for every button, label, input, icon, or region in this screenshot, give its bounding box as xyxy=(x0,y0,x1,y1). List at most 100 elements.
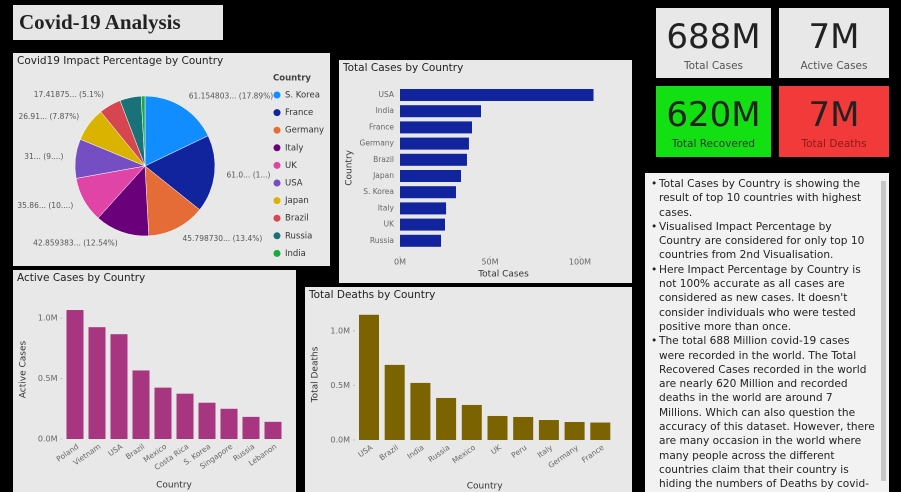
chart: Active Cases by Country0.0M0.5M1.0MPolan… xyxy=(17,272,282,491)
kpi-label: Total Recovered xyxy=(671,138,756,150)
x-tick-label: Brazil xyxy=(378,443,400,462)
y-axis-title: Active Cases xyxy=(19,340,29,398)
y-tick-label: 0.0M xyxy=(330,436,350,445)
bar xyxy=(400,153,467,166)
x-tick-label: Russia xyxy=(426,443,451,464)
kpi-value: 620M xyxy=(666,95,761,135)
note-item: Total Cases by Country is showing the re… xyxy=(651,177,875,220)
y-tick-label: 0.0M xyxy=(38,435,58,444)
data-label: 42.859383... (12.54%) xyxy=(33,238,118,247)
y-tick-label: UK xyxy=(384,220,395,229)
x-tick-label: France xyxy=(580,443,606,465)
bar xyxy=(359,314,379,440)
chart-panel: Total Deaths by Country 0.0M 0.5M 1.0M USA Br… xyxy=(305,287,632,492)
chart: Total Deaths by Country 0.0M 0.5M 1.0M USA Br… xyxy=(308,289,611,492)
legend-label: India xyxy=(285,249,306,259)
chart: Total Cases by Country 0M 50M 100M USA India F… xyxy=(342,62,594,280)
x-tick-label: Peru xyxy=(510,443,529,460)
bar xyxy=(461,404,482,440)
legend-marker xyxy=(273,144,281,152)
data-label: 17.41875... (5.1%) xyxy=(34,90,104,99)
chart-title: Covid19 Impact Percentage by Country xyxy=(17,55,223,67)
data-label: 61.0... (1...) xyxy=(226,170,270,179)
bar xyxy=(400,186,456,199)
bar xyxy=(66,310,84,439)
note-item: The total 688 Million covid-19 cases wer… xyxy=(651,334,875,492)
y-axis-title: Total Deaths xyxy=(311,346,321,403)
bar xyxy=(88,327,106,439)
bar xyxy=(176,393,194,439)
kpi-value: 7M xyxy=(808,17,860,57)
legend-marker xyxy=(273,161,281,169)
bar xyxy=(400,218,445,231)
legend-marker xyxy=(273,91,281,99)
legend-label: Japan xyxy=(284,196,309,206)
bar xyxy=(110,334,128,439)
legend-marker xyxy=(273,249,281,257)
y-tick-label: 1.0M xyxy=(330,326,350,335)
bar xyxy=(132,370,150,439)
legend-label: Brazil xyxy=(285,214,309,224)
bar xyxy=(590,422,611,440)
x-tick-label: UK xyxy=(489,442,504,456)
x-tick-label: 0M xyxy=(394,258,406,267)
bar xyxy=(513,416,534,440)
pie-slice xyxy=(140,95,146,167)
legend-label: Germany xyxy=(285,126,324,136)
x-tick-label: India xyxy=(405,443,425,461)
kpi-card: 688M Total Cases xyxy=(656,8,771,78)
chart-panel: Covid19 Impact Percentage by Country 61.1… xyxy=(13,53,330,266)
y-tick-label: 1.0M xyxy=(38,314,58,323)
legend-label: Italy xyxy=(285,143,303,153)
dashboard-title: Covid-19 Analysis xyxy=(13,5,223,40)
chart-title: Total Deaths by Country xyxy=(308,289,435,301)
kpi-label: Total Cases xyxy=(683,60,744,72)
chart-title: Active Cases by Country xyxy=(17,272,145,284)
y-tick-label: 0.5M xyxy=(38,374,58,383)
x-tick-label: USA xyxy=(356,442,375,459)
y-tick-label: Russia xyxy=(370,236,394,245)
x-axis-title: Total Cases xyxy=(477,270,529,280)
legend-marker xyxy=(273,109,281,117)
legend-marker xyxy=(273,214,281,222)
x-tick-label: 100M xyxy=(569,258,591,267)
kpi-card: 7M Total Deaths xyxy=(779,86,889,157)
y-tick-label: Brazil xyxy=(373,155,394,164)
bar xyxy=(436,397,457,440)
pie-slice xyxy=(144,165,201,237)
chart-title: Total Cases by Country xyxy=(342,62,463,74)
legend-title: Country xyxy=(273,74,311,84)
legend-label: USA xyxy=(285,179,303,189)
note-item: Visualised Impact Percentage by Country … xyxy=(651,220,875,263)
bar xyxy=(400,234,442,247)
bar xyxy=(487,415,508,440)
chart-panel: Active Cases by Country 0.0M 0.5M 1.0M Polan… xyxy=(13,270,296,492)
notes-panel: Total Cases by Country is showing the re… xyxy=(645,173,889,492)
bar xyxy=(154,387,172,439)
bar xyxy=(564,421,585,440)
y-tick-label: Japan xyxy=(372,171,394,180)
x-tick-label: Italy xyxy=(536,443,555,460)
x-tick-label: USA xyxy=(106,441,125,458)
y-tick-label: S. Korea xyxy=(363,187,394,196)
legend-marker xyxy=(273,232,281,240)
bar xyxy=(400,170,462,182)
bar xyxy=(220,408,238,439)
bar xyxy=(400,121,472,134)
y-tick-label: India xyxy=(376,106,394,115)
scrollbar[interactable] xyxy=(881,181,886,481)
kpi-card: 620M Total Recovered xyxy=(656,86,771,157)
kpi-value: 688M xyxy=(666,17,761,57)
legend-marker xyxy=(273,197,281,205)
legend-marker xyxy=(273,126,281,134)
kpi-label: Total Deaths xyxy=(801,138,867,150)
bar xyxy=(384,364,405,440)
bar xyxy=(198,402,216,439)
x-axis-title: Country xyxy=(467,482,503,492)
bar xyxy=(400,105,481,118)
data-label: 31... (9....) xyxy=(24,152,63,161)
data-label: 35.86... (10....) xyxy=(17,201,73,210)
kpi-card: 7M Active Cases xyxy=(779,8,889,78)
y-tick-label: Italy xyxy=(378,203,395,212)
legend-label: France xyxy=(285,108,313,118)
